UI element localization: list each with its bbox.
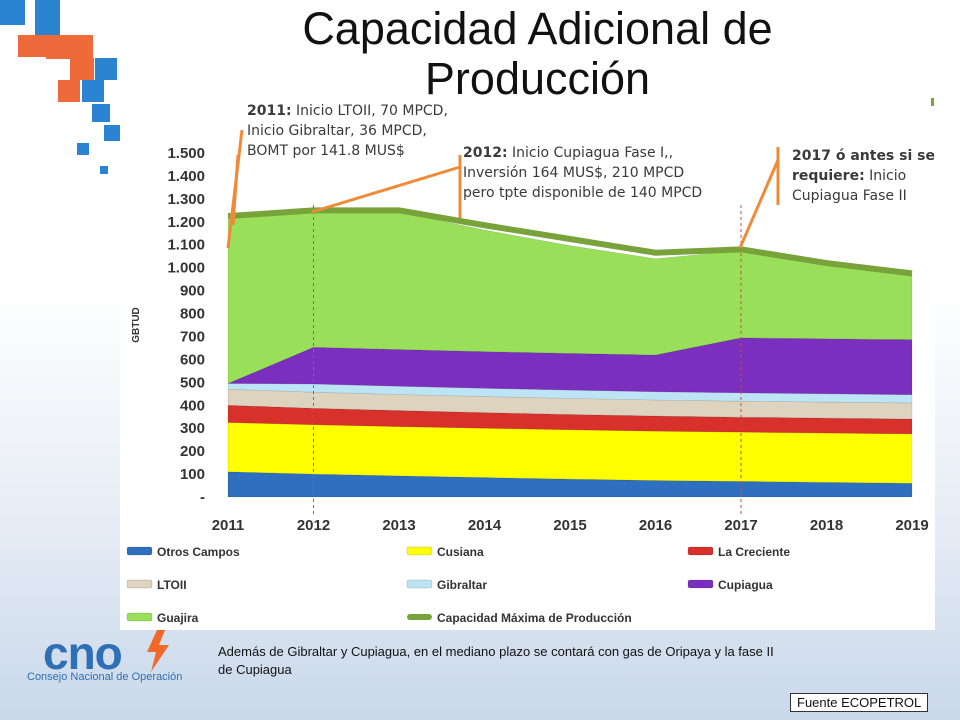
x-tick-label: 2011 bbox=[212, 517, 245, 534]
legend-swatch bbox=[407, 614, 432, 620]
x-tick-label: 2016 bbox=[639, 517, 672, 534]
y-tick-label: 400 bbox=[180, 397, 205, 414]
legend-label: Cusiana bbox=[437, 545, 484, 559]
legend-swatch bbox=[687, 546, 714, 556]
y-tick-label: 300 bbox=[180, 420, 205, 437]
decorative-square bbox=[70, 58, 94, 80]
decorative-square bbox=[100, 166, 108, 174]
y-tick-label: 800 bbox=[180, 306, 205, 323]
x-tick-label: 2014 bbox=[468, 517, 502, 534]
y-tick-label: 100 bbox=[180, 466, 205, 483]
legend-swatch bbox=[126, 612, 153, 622]
footnote-text: Además de Gibraltar y Cupiagua, en el me… bbox=[218, 644, 774, 677]
y-tick-label: 200 bbox=[180, 443, 205, 460]
x-tick-label: 2018 bbox=[810, 517, 843, 534]
legend-swatch bbox=[126, 579, 153, 589]
y-tick-label: 500 bbox=[180, 374, 205, 391]
y-tick-label: 1.000 bbox=[167, 260, 205, 277]
legend-label: Capacidad Máxima de Producción bbox=[437, 611, 632, 625]
y-tick-label: 900 bbox=[180, 283, 205, 300]
decorative-square bbox=[77, 143, 89, 155]
legend-label: LTOII bbox=[157, 578, 187, 592]
callout-2017: 2017 ó antes si se requiere: Inicio Cupi… bbox=[792, 146, 940, 206]
cno-logo-word: cno bbox=[43, 627, 123, 679]
cno-logo-subtitle: Consejo Nacional de Operación bbox=[27, 671, 183, 683]
x-tick-label: 2012 bbox=[297, 517, 330, 534]
x-tick-label: 2017 bbox=[724, 517, 757, 534]
decorative-square bbox=[46, 35, 93, 59]
legend-label: Gibraltar bbox=[437, 578, 487, 592]
callout-2012: 2012: Inicio Cupiagua Fase I,, Inversión… bbox=[463, 143, 703, 203]
y-tick-label: 1.100 bbox=[167, 237, 205, 254]
y-axis-title: GBTUD bbox=[131, 307, 142, 343]
y-tick-label: 1.400 bbox=[167, 168, 205, 185]
legend-swatch bbox=[406, 546, 433, 556]
capacity-line bbox=[227, 207, 913, 277]
source-label: Fuente ECOPETROL bbox=[790, 693, 929, 712]
legend-label: Otros Campos bbox=[157, 545, 240, 559]
y-tick-label: 700 bbox=[180, 328, 205, 345]
lightning-bolt-icon bbox=[147, 630, 169, 672]
area-otros-campos bbox=[227, 471, 913, 498]
y-tick-label: 600 bbox=[180, 351, 205, 368]
callout-connector bbox=[738, 159, 780, 249]
legend-label: La Creciente bbox=[718, 545, 790, 559]
decorative-square bbox=[35, 0, 60, 40]
cno-logo: cno Consejo Nacional de Operación bbox=[25, 626, 215, 688]
y-tick-label: - bbox=[200, 489, 205, 506]
x-tick-label: 2019 bbox=[895, 517, 928, 534]
legend-label: Guajira bbox=[157, 611, 199, 625]
callout-2011: 2011: Inicio LTOII, 70 MPCD, Inicio Gibr… bbox=[247, 101, 452, 161]
legend-swatch bbox=[687, 579, 714, 589]
legend-swatch bbox=[126, 546, 153, 556]
legend-swatch bbox=[406, 579, 433, 589]
decorative-square bbox=[92, 104, 110, 122]
y-tick-label: 1.500 bbox=[167, 145, 205, 162]
decorative-square bbox=[58, 80, 80, 102]
y-tick-label: 1.300 bbox=[167, 191, 205, 208]
callout-connector bbox=[311, 165, 461, 214]
decorative-square bbox=[82, 80, 104, 102]
x-tick-label: 2015 bbox=[553, 517, 586, 534]
callout-connector bbox=[231, 154, 240, 226]
decorative-square bbox=[0, 0, 25, 25]
decorative-square bbox=[104, 125, 120, 141]
decorative-square bbox=[95, 58, 117, 80]
legend-label: Cupiagua bbox=[718, 578, 773, 592]
y-tick-label: 1.200 bbox=[167, 214, 205, 231]
decorative-square bbox=[18, 35, 46, 57]
x-tick-label: 2013 bbox=[382, 517, 415, 534]
decorative-tick bbox=[931, 98, 934, 106]
